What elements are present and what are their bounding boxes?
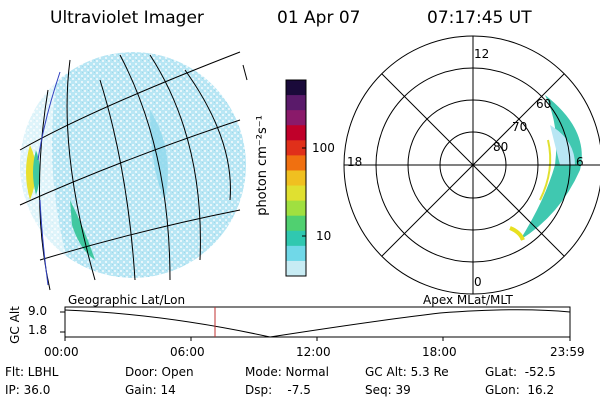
colorbar-tick-100: 100 <box>312 141 335 155</box>
info-dsp: Dsp: -7.5 <box>245 383 311 397</box>
info-seq: Seq: 39 <box>365 383 411 397</box>
colorbar-band <box>286 170 306 187</box>
timeline-x-tick-3: 18:00 <box>422 345 457 359</box>
colorbar-tick-10: 10 <box>316 229 332 243</box>
timeline-x-tick-4: 23:59 <box>550 345 585 359</box>
timeline-y-tick-top: 9.0 <box>28 304 48 318</box>
colorbar-band <box>286 260 306 277</box>
colorbar-band <box>286 200 306 217</box>
lat-label-60: 60 <box>536 97 552 111</box>
info-mode: Mode: Normal <box>245 365 329 379</box>
colorbar-band <box>286 245 306 262</box>
colorbar <box>285 79 307 277</box>
timeline-x-tick-2: 12:00 <box>296 345 331 359</box>
colorbar-band <box>286 185 306 202</box>
mlt-label-0: 0 <box>474 275 482 289</box>
mlt-label-6: 6 <box>576 155 584 169</box>
timeline-x-tick-0: 00:00 <box>44 345 79 359</box>
time-label: 07:17:45 UT <box>427 8 532 28</box>
colorbar-band <box>286 140 306 156</box>
colorbar-band <box>286 125 306 141</box>
mlt-label-18: 18 <box>347 155 363 169</box>
info-flt: Flt: LBHL <box>5 365 59 379</box>
info-gain: Gain: 14 <box>125 383 176 397</box>
info-gc-alt: GC Alt: 5.3 Re <box>365 365 449 379</box>
info-door: Door: Open <box>125 365 194 379</box>
colorbar-band <box>286 215 306 232</box>
colorbar-band <box>286 110 306 126</box>
timeline-left-label: Geographic Lat/Lon <box>68 293 186 307</box>
colorbar-band <box>286 95 306 111</box>
lat-label-70: 70 <box>512 120 528 134</box>
instrument-title: Ultraviolet Imager <box>50 8 204 28</box>
info-ip: IP: 36.0 <box>5 383 51 397</box>
colorbar-band <box>286 230 306 247</box>
colorbar-band <box>286 155 306 171</box>
timeline-y-tick-bottom: 1.8 <box>28 323 48 337</box>
date-label: 01 Apr 07 <box>277 8 361 28</box>
colorbar-unit-label: photon cm⁻²s⁻¹ <box>254 115 270 216</box>
colorbar-band <box>286 80 306 96</box>
timeline-right-label: Apex MLat/MLT <box>423 293 513 307</box>
info-glon: GLon: 16.2 <box>485 383 555 397</box>
timeline-y-axis-label: GC Alt <box>7 306 22 344</box>
mlt-label-12: 12 <box>474 47 490 61</box>
info-glat: GLat: -52.5 <box>485 365 556 379</box>
lat-label-80: 80 <box>493 140 509 154</box>
timeline-x-tick-1: 06:00 <box>170 345 205 359</box>
